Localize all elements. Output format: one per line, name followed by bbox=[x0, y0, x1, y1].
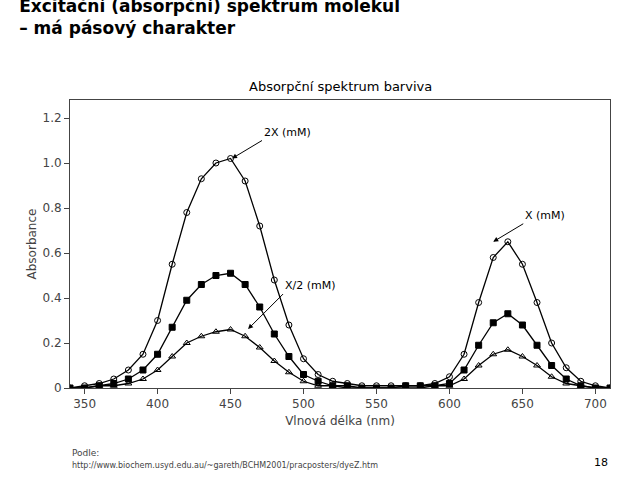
svg-text:2X (mM): 2X (mM) bbox=[264, 126, 311, 139]
svg-text:500: 500 bbox=[292, 397, 315, 411]
svg-text:Vlnová délka (nm): Vlnová délka (nm) bbox=[285, 414, 395, 428]
svg-text:1.0: 1.0 bbox=[43, 156, 62, 170]
svg-text:350: 350 bbox=[73, 397, 96, 411]
svg-text:Absorbance: Absorbance bbox=[25, 209, 39, 280]
svg-text:Absorpční spektrum barviva: Absorpční spektrum barviva bbox=[249, 79, 432, 94]
svg-text:650: 650 bbox=[511, 397, 534, 411]
svg-text:700: 700 bbox=[584, 397, 607, 411]
svg-text:X/2 (mM): X/2 (mM) bbox=[285, 279, 336, 292]
svg-text:0.4: 0.4 bbox=[43, 291, 62, 305]
svg-text:http://www.biochem.usyd.edu.au: http://www.biochem.usyd.edu.au/~gareth/B… bbox=[72, 461, 378, 470]
svg-text:0.8: 0.8 bbox=[43, 201, 62, 215]
svg-text:600: 600 bbox=[438, 397, 461, 411]
svg-text:0.6: 0.6 bbox=[43, 246, 62, 260]
svg-text:400: 400 bbox=[146, 397, 169, 411]
svg-text:550: 550 bbox=[365, 397, 388, 411]
svg-text:450: 450 bbox=[219, 397, 242, 411]
svg-text:Podle:: Podle: bbox=[72, 448, 99, 458]
svg-text:0.2: 0.2 bbox=[43, 336, 62, 350]
svg-text:0: 0 bbox=[54, 381, 62, 395]
svg-text:18: 18 bbox=[594, 456, 608, 469]
svg-text:X (mM): X (mM) bbox=[525, 209, 565, 222]
svg-text:Excitační (absorpční) spektrum: Excitační (absorpční) spektrum molekul– … bbox=[19, 0, 400, 38]
svg-text:1.2: 1.2 bbox=[43, 111, 62, 125]
